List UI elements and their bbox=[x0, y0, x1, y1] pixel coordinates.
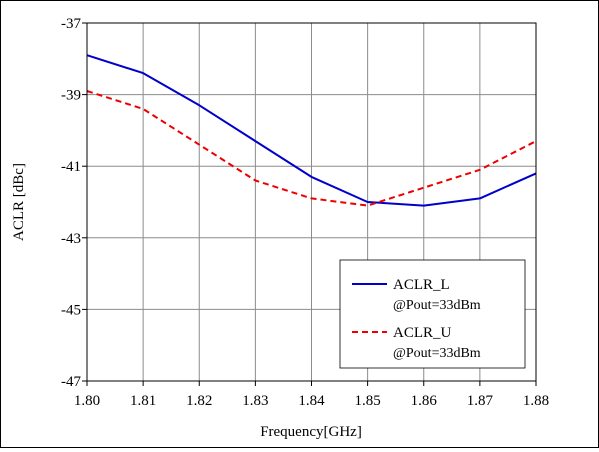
legend-label-aclr-u: ACLR_U bbox=[393, 325, 452, 341]
y-tick-label: -39 bbox=[61, 88, 81, 104]
x-axis-ticks: 1.80 1.81 1.82 1.83 1.84 1.85 1.86 1.87 1.88 bbox=[74, 381, 549, 409]
series-line-aclr-l bbox=[86, 54, 537, 207]
series-line-aclr-u bbox=[86, 90, 537, 207]
y-tick-label: -47 bbox=[61, 374, 81, 390]
plot-border bbox=[86, 22, 537, 382]
y-axis-label: ACLR [dBc] bbox=[11, 163, 27, 241]
x-tick-label: 1.88 bbox=[523, 393, 549, 409]
x-tick-label: 1.82 bbox=[186, 393, 212, 409]
legend-sublabel-aclr-l: @Pout=33dBm bbox=[393, 298, 481, 313]
legend: ACLR_L @Pout=33dBm ACLR_U @Pout=33dBm bbox=[339, 259, 526, 369]
series-lines bbox=[86, 54, 537, 207]
x-tick-label: 1.80 bbox=[74, 393, 100, 409]
x-axis-label: Frequency[GHz] bbox=[260, 424, 362, 440]
y-axis-ticks: -37 -39 -41 -43 -45 -47 bbox=[61, 16, 87, 390]
y-tick-label: -43 bbox=[61, 231, 81, 247]
y-tick-label: -37 bbox=[61, 16, 81, 32]
y-tick-label: -45 bbox=[61, 302, 81, 318]
x-tick-label: 1.85 bbox=[355, 393, 381, 409]
legend-box bbox=[339, 259, 526, 369]
x-tick-label: 1.86 bbox=[411, 393, 438, 409]
x-tick-label: 1.84 bbox=[298, 393, 325, 409]
x-tick-label: 1.83 bbox=[242, 393, 268, 409]
x-tick-label: 1.81 bbox=[130, 393, 156, 409]
legend-sublabel-aclr-u: @Pout=33dBm bbox=[393, 346, 481, 361]
y-tick-label: -41 bbox=[61, 159, 81, 175]
x-tick-label: 1.87 bbox=[467, 393, 494, 409]
legend-label-aclr-l: ACLR_L bbox=[393, 277, 450, 293]
